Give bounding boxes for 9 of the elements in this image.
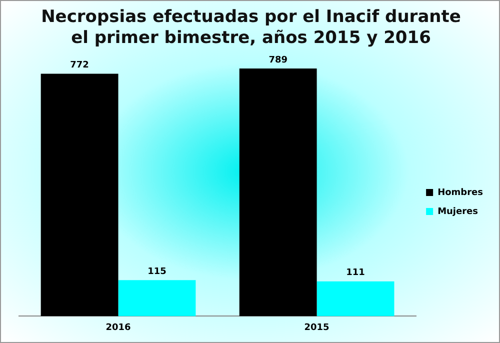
- data-label: 772: [70, 60, 89, 71]
- legend-label: Mujeres: [438, 206, 478, 217]
- x-tick-label: 2016: [106, 322, 131, 333]
- legend-label: Hombres: [438, 188, 483, 198]
- chart-title: Necropsias efectuadas por el Inacif durante el primer bimestre, años 2015 y 2016: [41, 7, 461, 49]
- data-label: 789: [268, 55, 288, 66]
- data-label: 111: [346, 268, 365, 278]
- data-label: 115: [148, 266, 166, 277]
- x-tick-label: 2015: [304, 322, 330, 333]
